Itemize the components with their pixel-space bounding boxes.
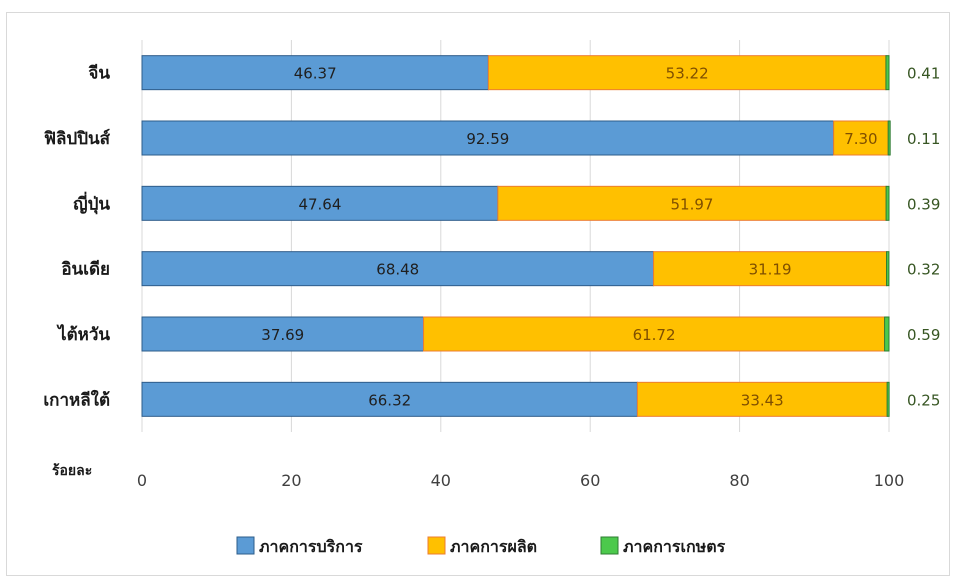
bar-segment (833, 120, 889, 156)
category-label: ไต้หวัน (56, 324, 110, 345)
data-label: 0.25 (907, 391, 940, 409)
legend: ภาคการบริการ ภาคการผลิต ภาคการเกษตร (236, 536, 726, 556)
x-tick-label: 60 (580, 471, 600, 490)
data-label: 92.59 (466, 130, 509, 148)
bar-segment (886, 251, 890, 287)
legend-swatch (236, 536, 255, 555)
data-label: 46.37 (294, 65, 337, 83)
data-label: 0.32 (907, 261, 940, 279)
category-label: ญี่ปุ่น (73, 191, 110, 214)
data-label: 7.30 (844, 130, 877, 148)
bar-segment (141, 185, 499, 221)
bar-segment (885, 55, 890, 91)
x-tick-label: 20 (281, 471, 301, 490)
bar-segment (497, 185, 887, 221)
data-labels: 46.37 53.22 0.41 92.59 7.30 0.11 47.64 51.97 0.3… (261, 65, 940, 410)
bar-segment (141, 251, 655, 287)
bar-segment (884, 316, 890, 352)
category-labels: จีนฟิลิปปินส์ญี่ปุ่นอินเดียไต้หวันเกาหลี… (43, 63, 110, 411)
legend-label: ภาคการเกษตร (623, 537, 726, 556)
chart-frame (6, 12, 950, 576)
bar-segment (141, 316, 425, 352)
bar-segment (885, 185, 890, 221)
legend-swatch (600, 536, 619, 555)
legend-swatch (427, 536, 446, 555)
bar-segment (636, 381, 888, 417)
bar-segment (423, 316, 886, 352)
data-label: 0.59 (907, 326, 940, 344)
bar-segment (141, 381, 638, 417)
bars (141, 55, 891, 417)
bar-segment (887, 120, 891, 156)
x-tick-label: 80 (729, 471, 749, 490)
data-label: 0.41 (907, 65, 940, 83)
category-label: เกาหลีใต้ (43, 389, 110, 410)
data-label: 31.19 (749, 261, 792, 279)
data-label: 61.72 (633, 326, 676, 344)
data-label: 47.64 (298, 195, 341, 213)
data-label: 37.69 (261, 326, 304, 344)
x-tick-label: 40 (431, 471, 451, 490)
category-label: อินเดีย (61, 259, 110, 280)
data-label: 0.39 (907, 195, 940, 213)
data-label: 53.22 (666, 65, 709, 83)
gridlines (141, 40, 890, 432)
data-label: 68.48 (376, 261, 419, 279)
data-label: 33.43 (741, 391, 784, 409)
data-label: 0.11 (907, 130, 940, 148)
bar-segment (653, 251, 888, 287)
data-label: 51.97 (671, 195, 714, 213)
category-label: ฟิลิปปินส์ (44, 128, 111, 149)
x-axis-ticks: 0 20 40 60 80 100 (137, 471, 904, 490)
bar-segment (886, 381, 890, 417)
bar-segment (141, 120, 835, 156)
legend-label: ภาคการผลิต (450, 537, 537, 556)
data-label: 66.32 (368, 391, 411, 409)
category-label: จีน (88, 63, 110, 84)
legend-label: ภาคการบริการ (259, 537, 363, 556)
x-tick-label: 0 (137, 471, 147, 490)
x-axis-unit-label: ร้อยละ (52, 463, 92, 479)
x-tick-label: 100 (874, 471, 905, 490)
